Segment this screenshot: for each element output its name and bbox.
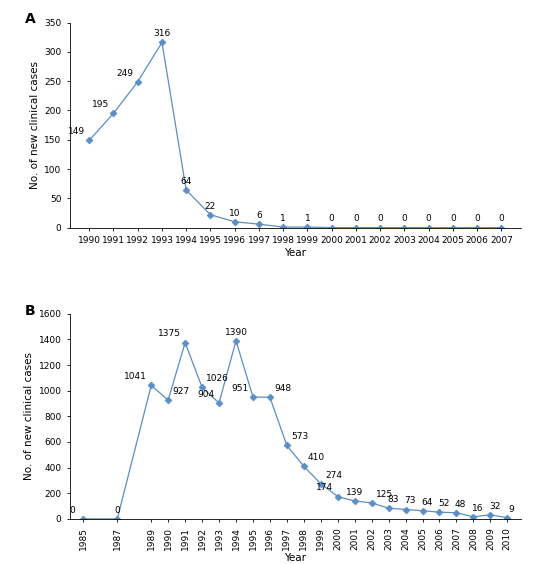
Text: 48: 48 xyxy=(455,500,466,509)
X-axis label: Year: Year xyxy=(285,248,306,258)
Text: 16: 16 xyxy=(472,504,483,513)
Text: 316: 316 xyxy=(154,29,171,38)
X-axis label: Year: Year xyxy=(285,553,306,563)
Text: B: B xyxy=(25,303,35,318)
Text: 1: 1 xyxy=(304,214,310,223)
Text: 951: 951 xyxy=(231,384,249,393)
Text: 1390: 1390 xyxy=(224,328,248,337)
Text: 1026: 1026 xyxy=(206,374,229,383)
Text: 52: 52 xyxy=(438,499,449,508)
Text: 1: 1 xyxy=(280,214,286,223)
Text: 1375: 1375 xyxy=(158,329,181,338)
Text: 0: 0 xyxy=(450,214,456,223)
Text: 125: 125 xyxy=(376,490,393,499)
Text: 274: 274 xyxy=(325,470,342,479)
Text: 948: 948 xyxy=(274,384,291,393)
Text: 0: 0 xyxy=(329,214,335,223)
Text: 73: 73 xyxy=(404,496,416,505)
Text: 22: 22 xyxy=(205,201,216,210)
Text: 0: 0 xyxy=(69,506,75,515)
Y-axis label: No. of new clinical cases: No. of new clinical cases xyxy=(24,352,34,481)
Text: 0: 0 xyxy=(499,214,504,223)
Text: 6: 6 xyxy=(256,211,262,220)
Text: 64: 64 xyxy=(180,177,192,186)
Text: 927: 927 xyxy=(172,387,190,396)
Text: 9: 9 xyxy=(509,505,514,514)
Text: 139: 139 xyxy=(346,488,364,497)
Y-axis label: No. of new clinical cases: No. of new clinical cases xyxy=(30,61,40,189)
Text: A: A xyxy=(25,12,35,27)
Text: 10: 10 xyxy=(229,209,241,218)
Text: 0: 0 xyxy=(353,214,359,223)
Text: 410: 410 xyxy=(308,453,325,462)
Text: 0: 0 xyxy=(378,214,383,223)
Text: 1041: 1041 xyxy=(124,372,147,381)
Text: 195: 195 xyxy=(92,100,110,109)
Text: 0: 0 xyxy=(474,214,480,223)
Text: 904: 904 xyxy=(198,390,215,399)
Text: 32: 32 xyxy=(489,501,500,510)
Text: 573: 573 xyxy=(291,432,308,441)
Text: 0: 0 xyxy=(426,214,432,223)
Text: 0: 0 xyxy=(114,506,120,515)
Text: 249: 249 xyxy=(117,69,134,78)
Text: 174: 174 xyxy=(316,483,333,492)
Text: 0: 0 xyxy=(402,214,408,223)
Text: 64: 64 xyxy=(421,497,432,506)
Text: 83: 83 xyxy=(387,495,398,504)
Text: 149: 149 xyxy=(68,127,85,136)
